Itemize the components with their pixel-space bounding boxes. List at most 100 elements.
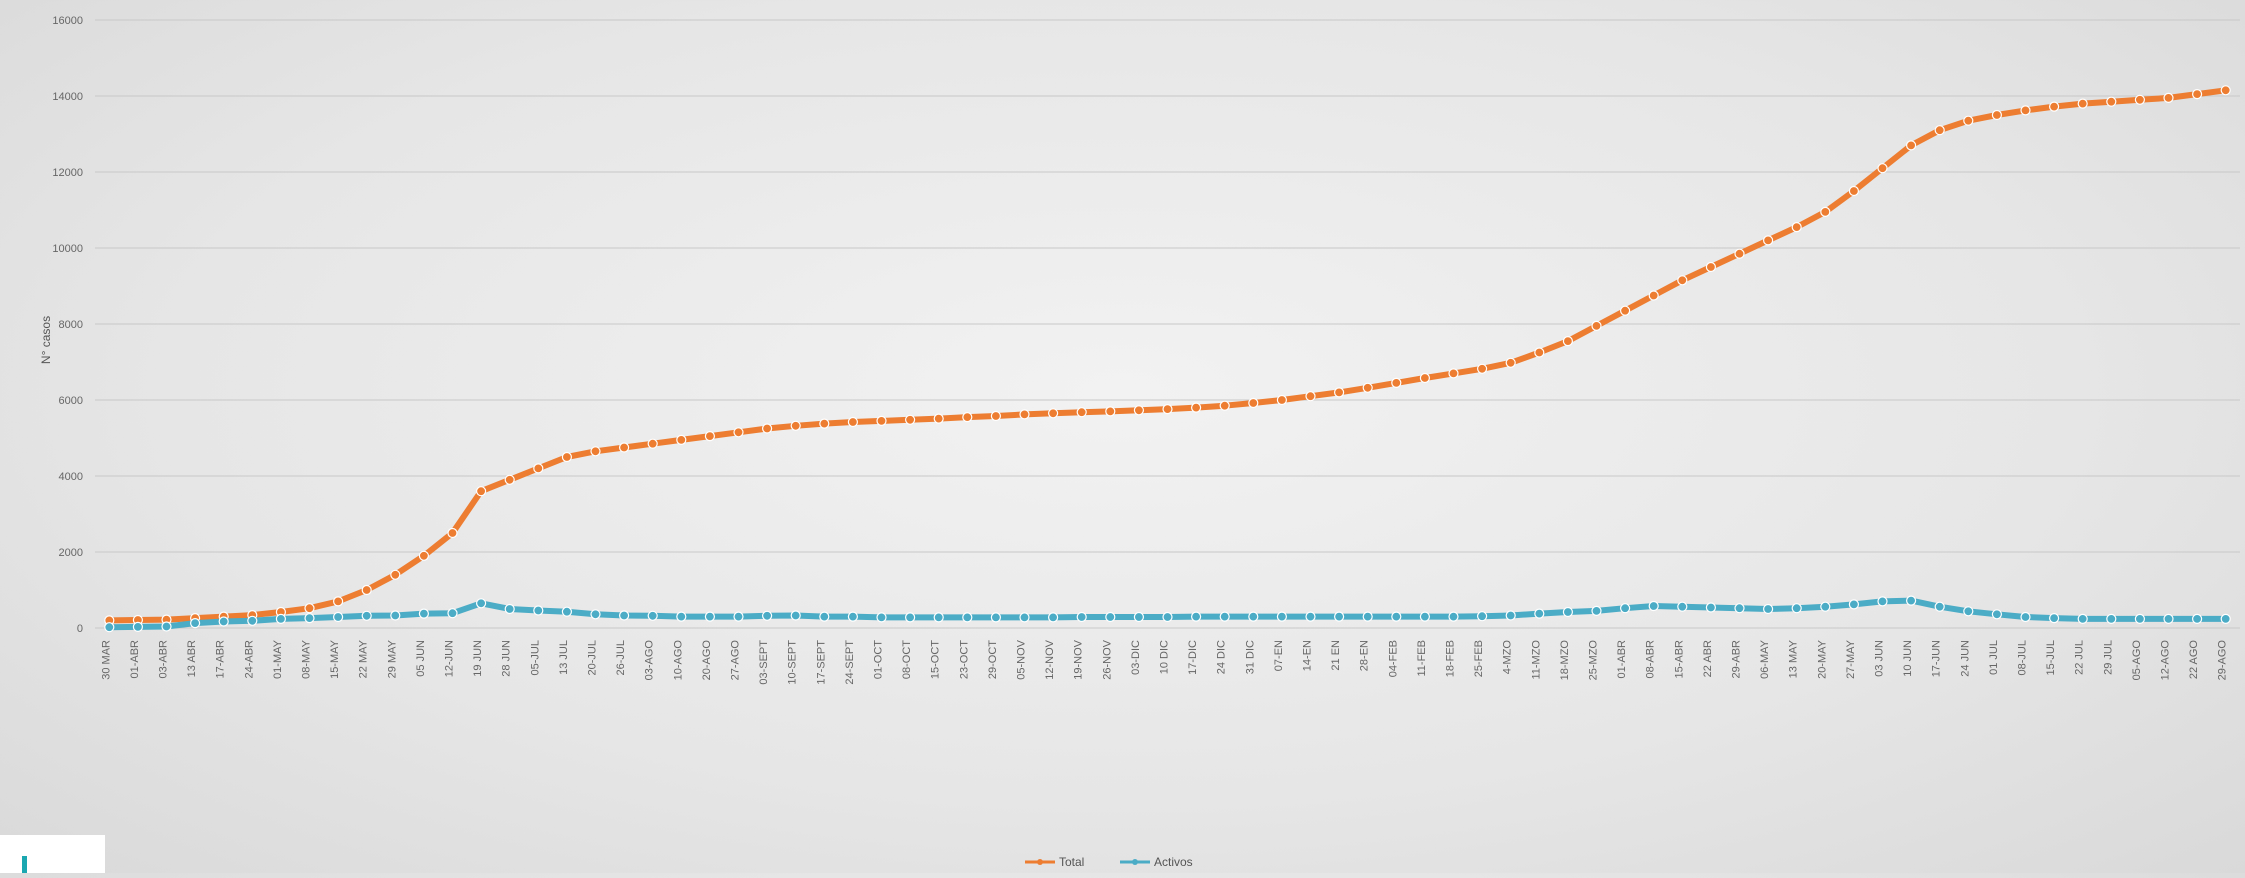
data-point-total <box>447 527 458 539</box>
data-point-total <box>504 474 515 485</box>
x-tick-label: 15-ABR <box>1673 640 1685 679</box>
data-point-activos <box>1419 611 1431 622</box>
data-point-total <box>2077 98 2088 109</box>
grid-lines <box>95 19 2240 629</box>
x-tick-label: 03-DIC <box>1130 640 1142 675</box>
data-point-total <box>561 451 573 463</box>
data-point-activos <box>2192 613 2203 625</box>
y-tick-label: 14000 <box>52 91 83 103</box>
data-point-activos <box>1562 606 1574 618</box>
y-tick-label: 16000 <box>52 15 83 27</box>
x-tick-label: 07-EN <box>1273 640 1285 671</box>
x-tick-label: 29 MAY <box>386 639 398 678</box>
data-point-activos <box>790 610 801 621</box>
x-axis-ticks: 30 MAR 01-ABR 03-ABR 13 ABR 17-ABR 24-ABR 01-M… <box>100 639 2228 684</box>
x-tick-label: 22 MAY <box>358 639 370 678</box>
data-point-total <box>2106 96 2117 107</box>
data-point-total <box>704 431 716 442</box>
y-tick-label: 0 <box>77 623 83 635</box>
data-point-activos <box>1391 611 1402 622</box>
data-point-activos <box>218 616 229 627</box>
data-point-total <box>1562 336 1574 347</box>
x-tick-label: 08-MAY <box>301 639 313 679</box>
data-point-total <box>790 420 801 431</box>
data-point-activos <box>476 598 487 609</box>
data-point-total <box>1705 261 1717 273</box>
data-point-total <box>1963 115 1974 126</box>
x-tick-label: 29-ABR <box>1731 640 1743 679</box>
data-point-activos <box>1076 611 1087 623</box>
x-tick-label: 08-ABR <box>1645 640 1657 679</box>
data-point-total <box>1877 163 1888 174</box>
y-axis-label: N° casos <box>39 316 53 364</box>
data-point-total <box>904 414 916 425</box>
data-point-activos <box>1648 600 1659 612</box>
x-tick-label: 18-MZO <box>1559 640 1571 681</box>
data-point-activos <box>1534 608 1545 619</box>
data-point-activos <box>1190 611 1202 622</box>
data-point-activos <box>1248 611 1259 622</box>
x-tick-label: 13 JUL <box>558 640 570 675</box>
data-point-total <box>1419 372 1431 384</box>
data-point-total <box>2220 85 2231 96</box>
x-tick-label: 24 JUN <box>1959 640 1971 677</box>
x-tick-label: 30 MAR <box>100 640 112 680</box>
data-point-activos <box>1105 611 1116 623</box>
y-tick-label: 2000 <box>59 547 83 559</box>
x-tick-label: 10-SEPT <box>787 640 799 685</box>
x-tick-label: 24-SEPT <box>844 640 856 685</box>
data-point-total <box>1991 109 2003 121</box>
x-tick-label: 04-FEB <box>1387 640 1399 677</box>
x-tick-label: 12-AGO <box>2160 640 2172 681</box>
data-point-total <box>2163 92 2174 104</box>
data-point-total <box>1248 397 1259 409</box>
x-tick-label: 05-NOV <box>1016 639 1028 679</box>
x-tick-label: 18-FEB <box>1445 640 1457 677</box>
x-tick-label: 01-ABR <box>1616 640 1628 679</box>
data-point-total <box>847 416 859 428</box>
data-point-total <box>304 603 315 614</box>
x-tick-label: 01-MAY <box>272 639 284 679</box>
data-point-activos <box>132 621 143 633</box>
data-point-activos <box>733 611 744 622</box>
data-point-total <box>2049 101 2060 112</box>
data-point-activos <box>2163 613 2174 625</box>
x-tick-label: 12-JUN <box>444 640 456 677</box>
data-point-activos <box>1133 611 1145 623</box>
data-point-total <box>1848 185 1860 197</box>
x-tick-label: 03-SEPT <box>758 640 770 685</box>
data-point-activos <box>1333 611 1345 622</box>
x-tick-label: 31 DIC <box>1244 640 1256 674</box>
x-tick-label: 15-MAY <box>329 639 341 679</box>
x-tick-label: 17-JUN <box>1931 640 1943 677</box>
x-tick-label: 11-MZO <box>1530 640 1542 680</box>
x-tick-label: 4-MZO <box>1502 640 1514 675</box>
data-point-total <box>1734 248 1745 259</box>
x-tick-label: 10-AGO <box>672 640 684 681</box>
data-point-total <box>1476 363 1488 374</box>
x-tick-label: 03 JUN <box>1874 640 1886 677</box>
legend-marker-total <box>1037 859 1043 865</box>
x-tick-label: 08-JUL <box>2017 640 2029 675</box>
data-point-activos <box>1820 601 1831 612</box>
corner-logo-mark <box>22 856 27 873</box>
data-point-activos <box>2077 613 2088 625</box>
y-tick-label: 10000 <box>52 243 83 255</box>
data-point-activos <box>704 611 716 622</box>
data-point-total <box>933 413 944 424</box>
data-point-total <box>1762 235 1774 246</box>
data-point-activos <box>590 609 601 620</box>
data-point-total <box>361 584 372 596</box>
data-point-activos <box>933 612 944 623</box>
x-tick-label: 14-EN <box>1302 640 1314 671</box>
data-point-activos <box>1705 602 1717 613</box>
data-point-total <box>1619 305 1631 316</box>
data-point-total <box>733 427 744 438</box>
x-tick-label: 05 JUN <box>415 640 427 677</box>
data-point-activos <box>1305 611 1316 622</box>
data-point-total <box>1076 407 1087 418</box>
data-point-activos <box>962 612 973 623</box>
data-point-activos <box>104 622 115 633</box>
